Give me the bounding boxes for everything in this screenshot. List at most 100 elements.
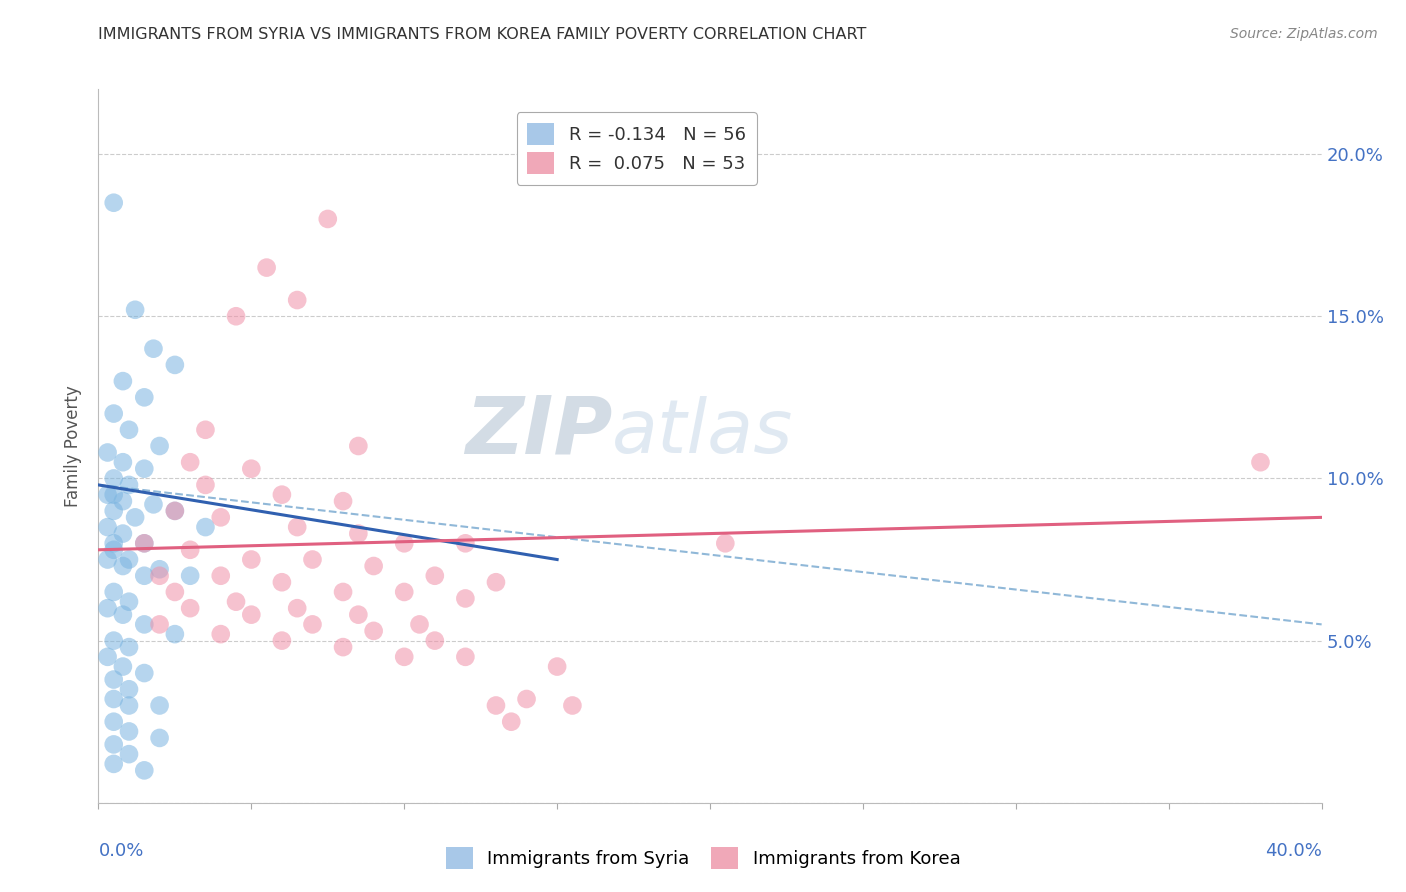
Point <box>103 673 125 687</box>
Point <box>225 595 247 609</box>
Point <box>149 617 172 632</box>
Point <box>118 682 141 697</box>
Point <box>240 461 263 475</box>
Point <box>179 455 201 469</box>
Point <box>179 601 201 615</box>
Point <box>163 585 186 599</box>
Point <box>124 510 146 524</box>
Point <box>118 640 141 654</box>
Point <box>142 342 165 356</box>
Point <box>392 585 416 599</box>
Point <box>134 764 156 778</box>
Point <box>423 633 446 648</box>
Point <box>332 640 354 654</box>
Point <box>134 536 156 550</box>
Point <box>363 559 385 574</box>
Point <box>285 520 308 534</box>
Point <box>285 601 308 615</box>
Point <box>103 692 125 706</box>
Point <box>103 488 125 502</box>
Point <box>149 439 172 453</box>
Text: 40.0%: 40.0% <box>1265 842 1322 860</box>
Point <box>118 724 141 739</box>
Point <box>111 455 134 469</box>
Text: ZIP: ZIP <box>465 392 612 471</box>
Point <box>149 562 172 576</box>
Point <box>301 552 323 566</box>
Point <box>454 649 477 664</box>
Point <box>270 488 294 502</box>
Point <box>163 504 186 518</box>
Point <box>516 692 538 706</box>
Point <box>163 358 186 372</box>
Point <box>97 488 120 502</box>
Point <box>714 536 737 550</box>
Point <box>118 478 141 492</box>
Point <box>454 536 477 550</box>
Point <box>240 607 263 622</box>
Point <box>97 520 120 534</box>
Point <box>561 698 583 713</box>
Point <box>501 714 523 729</box>
Point <box>485 575 508 590</box>
Point <box>209 627 232 641</box>
Point <box>103 471 125 485</box>
Point <box>103 542 125 557</box>
Point <box>179 568 201 582</box>
Point <box>142 497 165 511</box>
Point <box>485 698 508 713</box>
Point <box>118 423 141 437</box>
Point <box>1250 455 1272 469</box>
Point <box>97 445 120 459</box>
Point <box>103 738 125 752</box>
Point <box>118 747 141 761</box>
Point <box>270 633 294 648</box>
Point <box>97 552 120 566</box>
Legend: R = -0.134   N = 56, R =  0.075   N = 53: R = -0.134 N = 56, R = 0.075 N = 53 <box>516 112 756 185</box>
Point <box>347 526 370 541</box>
Point <box>194 478 217 492</box>
Point <box>111 607 134 622</box>
Point <box>423 568 446 582</box>
Point <box>301 617 323 632</box>
Point <box>111 494 134 508</box>
Point <box>363 624 385 638</box>
Point <box>316 211 339 226</box>
Point <box>134 461 156 475</box>
Legend: Immigrants from Syria, Immigrants from Korea: Immigrants from Syria, Immigrants from K… <box>437 838 969 879</box>
Point <box>103 504 125 518</box>
Point <box>134 617 156 632</box>
Point <box>103 633 125 648</box>
Y-axis label: Family Poverty: Family Poverty <box>65 385 83 507</box>
Point <box>225 310 247 324</box>
Point <box>149 568 172 582</box>
Point <box>118 698 141 713</box>
Point <box>103 585 125 599</box>
Point <box>111 374 134 388</box>
Point <box>134 568 156 582</box>
Text: 0.0%: 0.0% <box>98 842 143 860</box>
Point <box>209 568 232 582</box>
Text: Source: ZipAtlas.com: Source: ZipAtlas.com <box>1230 27 1378 41</box>
Text: IMMIGRANTS FROM SYRIA VS IMMIGRANTS FROM KOREA FAMILY POVERTY CORRELATION CHART: IMMIGRANTS FROM SYRIA VS IMMIGRANTS FROM… <box>98 27 866 42</box>
Point <box>332 494 354 508</box>
Point <box>179 542 201 557</box>
Point <box>124 302 146 317</box>
Point <box>347 439 370 453</box>
Point <box>134 536 156 550</box>
Point <box>149 698 172 713</box>
Point <box>103 536 125 550</box>
Point <box>256 260 278 275</box>
Point <box>332 585 354 599</box>
Text: atlas: atlas <box>612 396 793 467</box>
Point <box>97 649 120 664</box>
Point <box>111 659 134 673</box>
Point <box>546 659 568 673</box>
Point <box>392 649 416 664</box>
Point <box>194 423 217 437</box>
Point <box>103 195 125 210</box>
Point <box>134 390 156 404</box>
Point <box>103 756 125 771</box>
Point <box>118 552 141 566</box>
Point <box>118 595 141 609</box>
